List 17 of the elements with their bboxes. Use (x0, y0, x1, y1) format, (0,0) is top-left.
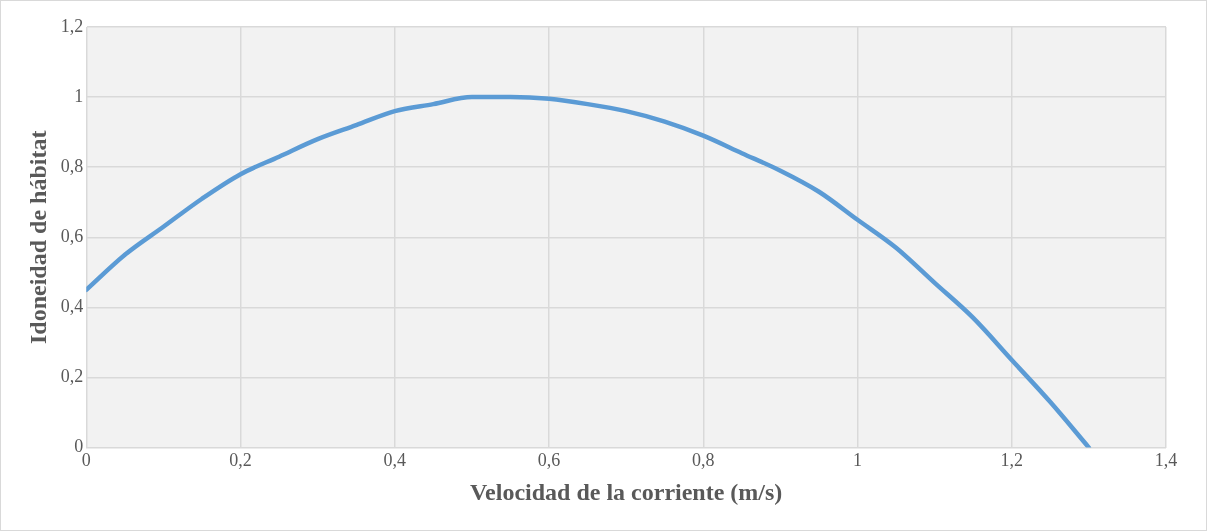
x-axis-title: Velocidad de la corriente (m/s) (469, 478, 783, 505)
y-tick-label: 0,8 (60, 155, 84, 176)
x-tick-label: 1,2 (1000, 450, 1024, 471)
x-tick-label: 0,8 (692, 450, 715, 471)
y-tick-label: 0,6 (60, 226, 84, 247)
y-tick-label: 1,2 (60, 15, 84, 36)
y-tick-label: 0,4 (60, 296, 84, 317)
x-tick-label: 1,4 (1154, 450, 1178, 471)
x-tick-label: 0,2 (229, 450, 252, 471)
line-series (86, 94, 1092, 448)
y-axis-title: Idoneidad de hábitat (24, 130, 51, 344)
y-tick-label: 0,2 (60, 366, 84, 387)
y-tick-label: 1 (74, 85, 84, 106)
x-tick-label: 0,4 (383, 450, 407, 471)
x-tick-label: 1 (853, 450, 863, 471)
x-tick-label: 0,6 (537, 450, 561, 471)
y-tick-label: 0 (74, 436, 84, 457)
